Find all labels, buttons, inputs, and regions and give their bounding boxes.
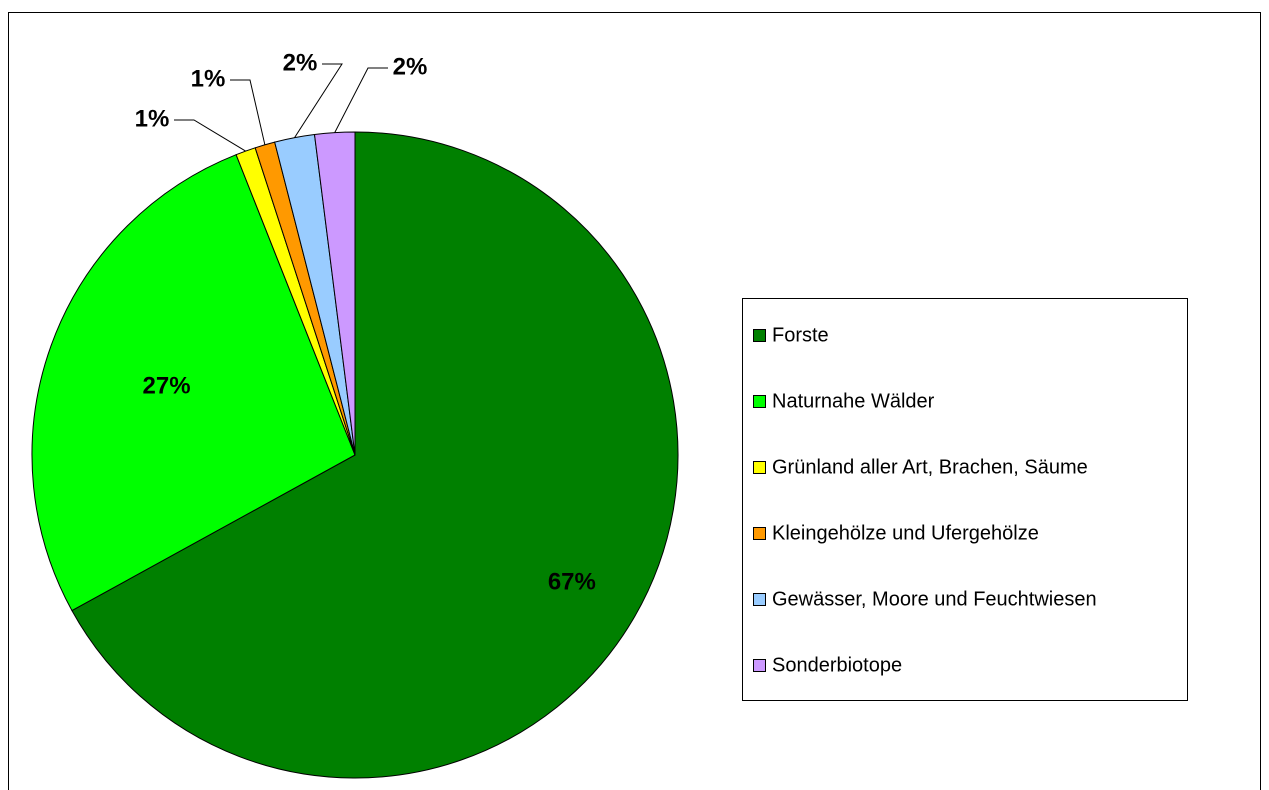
legend-label: Grünland aller Art, Brachen, Säume <box>772 456 1088 478</box>
leader-line <box>174 119 246 152</box>
legend-label: Gewässer, Moore und Feuchtwiesen <box>772 588 1097 610</box>
legend-box <box>742 298 1188 701</box>
value-label: 67% <box>548 569 596 596</box>
value-label: 1% <box>191 65 226 92</box>
pie-slice <box>313 131 356 456</box>
leader-line <box>230 79 266 145</box>
legend-swatch <box>753 527 766 540</box>
legend-swatch <box>753 395 766 408</box>
value-label: 27% <box>143 373 191 400</box>
value-label: 2% <box>283 49 318 76</box>
legend-swatch <box>753 593 766 606</box>
legend-swatch <box>753 659 766 672</box>
legend-swatch <box>753 461 766 474</box>
legend-label: Forste <box>772 324 829 346</box>
leader-line <box>334 67 388 133</box>
leader-line <box>294 63 343 138</box>
value-label: 2% <box>393 53 428 80</box>
value-label: 1% <box>135 105 170 132</box>
legend-label: Sonderbiotope <box>772 654 902 676</box>
legend-swatch <box>753 329 766 342</box>
pie-slice <box>71 131 679 779</box>
legend-label: Naturnahe Wälder <box>772 390 935 412</box>
pie-slice <box>31 154 356 612</box>
legend-label: Kleingehölze und Ufergehölze <box>772 522 1039 544</box>
